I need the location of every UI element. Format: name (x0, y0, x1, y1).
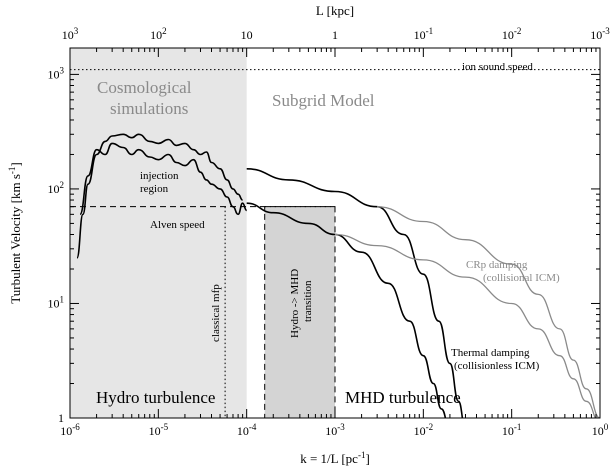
alfven-speed-label: Alven speed (150, 219, 205, 231)
series-line-6 (334, 233, 596, 418)
thermal-damping-label-line2: (collisionless ICM) (454, 360, 540, 372)
transition-label-line2: transition (302, 280, 314, 322)
top-x-axis-label: L [kpc] (316, 3, 354, 18)
top-x-tick-label: 10 (241, 28, 253, 42)
x-axis-label: k = 1/L [pc-1] (300, 450, 370, 466)
series-line-2 (79, 142, 248, 216)
series-layer (76, 133, 600, 418)
top-x-tick-label: 10-2 (502, 26, 521, 42)
hydro-turbulence-label: Hydro turbulence (96, 388, 215, 407)
y-axis-label: Turbulent Velocity [km s-1] (7, 162, 23, 304)
hydro-mhd-transition-region (264, 206, 336, 419)
series-line-5 (377, 206, 600, 418)
top-x-tick-label: 102 (150, 26, 167, 42)
y-tick-label: 103 (48, 65, 65, 81)
injection-region-label-line1: injection (140, 170, 179, 182)
cosmological-simulations-region (70, 48, 247, 418)
x-tick-label: 10-5 (149, 422, 169, 438)
top-x-tick-label: 10-1 (414, 26, 434, 42)
x-tick-label: 100 (592, 422, 609, 438)
crp-damping-label-line2: (collisional ICM) (483, 272, 560, 284)
crp-damping-label-line1: CRp damping (466, 259, 528, 271)
y-tick-label: 1 (58, 411, 64, 425)
y-tick-label: 101 (48, 294, 65, 310)
mhd-turbulence-label: MHD turbulence (345, 388, 461, 407)
thermal-damping-label-line1: Thermal damping (451, 347, 530, 359)
x-tick-label: 10-4 (237, 422, 257, 438)
y-tick-label: 102 (48, 180, 65, 196)
x-tick-label: 10-2 (414, 422, 434, 438)
top-x-tick-label: 1 (332, 28, 338, 42)
subgrid-model-label: Subgrid Model (272, 91, 375, 110)
x-tick-label: 10-6 (60, 422, 80, 438)
classical-mfp-label: classical mfp (210, 284, 222, 342)
cosmological-label-line2: simulations (110, 99, 188, 118)
top-x-tick-label: 103 (62, 26, 79, 42)
series-line-1 (76, 133, 243, 259)
injection-region-label-line2: region (140, 183, 169, 195)
x-tick-label: 10-1 (502, 422, 521, 438)
x-tick-label: 10-3 (325, 422, 345, 438)
series-line-3 (246, 168, 464, 418)
series-line-4 (246, 202, 447, 418)
cosmological-label-line1: Cosmological (97, 78, 192, 97)
top-x-tick-label: 10-3 (590, 26, 610, 42)
transition-label-line1: Hydro -> MHD (289, 269, 301, 338)
ion-sound-speed-label: ion sound speed (462, 61, 533, 73)
tick-marks (69, 48, 600, 419)
